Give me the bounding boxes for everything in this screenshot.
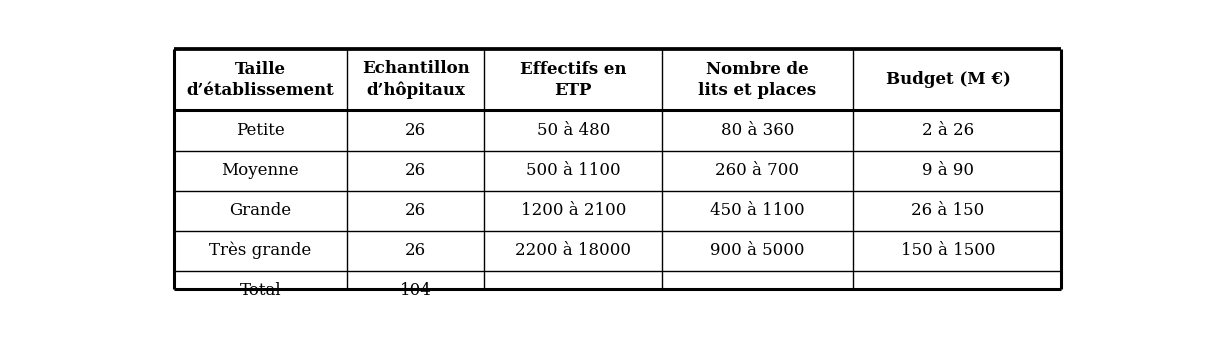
Text: 26: 26 [405, 162, 427, 179]
Text: Moyenne: Moyenne [222, 162, 299, 179]
Text: Nombre de
lits et places: Nombre de lits et places [698, 61, 816, 99]
Text: Echantillon
d’hôpitaux: Echantillon d’hôpitaux [362, 61, 470, 99]
Text: 500 à 1100: 500 à 1100 [525, 162, 621, 179]
Text: 50 à 480: 50 à 480 [536, 122, 610, 139]
Text: 26: 26 [405, 122, 427, 139]
Text: 26: 26 [405, 242, 427, 259]
Text: 104: 104 [400, 282, 431, 299]
Text: 260 à 700: 260 à 700 [716, 162, 799, 179]
Text: 1200 à 2100: 1200 à 2100 [521, 202, 625, 219]
Text: Petite: Petite [236, 122, 284, 139]
Text: Grande: Grande [229, 202, 292, 219]
Text: Effectifs en
ETP: Effectifs en ETP [519, 61, 627, 99]
Text: 26: 26 [405, 202, 427, 219]
Text: 900 à 5000: 900 à 5000 [710, 242, 805, 259]
Text: 2200 à 18000: 2200 à 18000 [516, 242, 631, 259]
Text: 26 à 150: 26 à 150 [911, 202, 984, 219]
Text: Total: Total [240, 282, 281, 299]
Text: Budget (M €): Budget (M €) [886, 71, 1011, 88]
Text: 150 à 1500: 150 à 1500 [901, 242, 995, 259]
Text: 9 à 90: 9 à 90 [922, 162, 974, 179]
Text: 450 à 1100: 450 à 1100 [710, 202, 805, 219]
Text: 2 à 26: 2 à 26 [922, 122, 974, 139]
Text: Taille
d’établissement: Taille d’établissement [187, 61, 334, 99]
Text: Très grande: Très grande [210, 242, 312, 260]
Text: 80 à 360: 80 à 360 [721, 122, 794, 139]
